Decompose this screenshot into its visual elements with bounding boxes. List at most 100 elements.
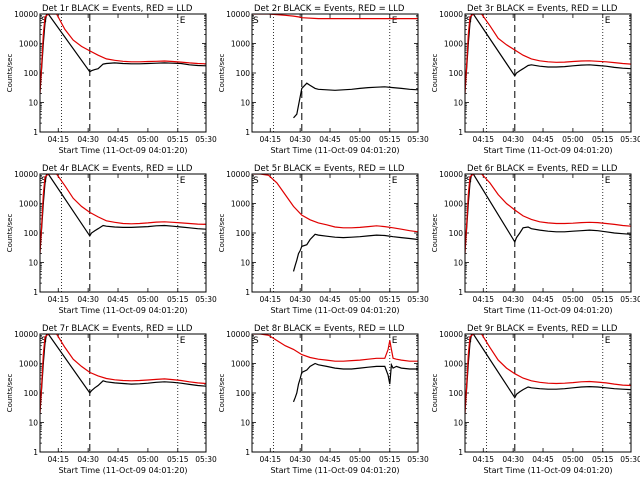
- x-tick-label: 04:30: [502, 135, 524, 144]
- x-tick-label: 04:15: [259, 455, 281, 464]
- y-tick-label: 1000: [444, 360, 463, 369]
- end-marker-label: E: [392, 336, 398, 346]
- y-tick-label: 1: [33, 128, 38, 137]
- x-tick-label: 04:15: [47, 295, 69, 304]
- plot-frame: [39, 173, 207, 293]
- x-tick-label: 05:15: [592, 135, 614, 144]
- x-tick-label: 05:00: [137, 135, 159, 144]
- panel-title: Det 1r BLACK = Events, RED = LLD: [42, 4, 193, 14]
- plot-frame: [39, 13, 207, 133]
- x-tick-label: 04:15: [472, 135, 494, 144]
- y-axis-label: Counts/sec: [6, 54, 14, 93]
- x-tick-label: 05:00: [562, 455, 584, 464]
- x-tick-label: 05:15: [167, 455, 189, 464]
- x-tick-label: 04:30: [502, 455, 524, 464]
- detector-panel-4: Det 4r BLACK = Events, RED = LLD Counts/s…: [6, 164, 217, 315]
- x-tick-label: 04:45: [319, 135, 341, 144]
- end-marker-label: E: [605, 336, 611, 346]
- y-tick-label: 1: [33, 448, 38, 457]
- series-line-events: [292, 233, 418, 272]
- y-tick-label: 10: [28, 99, 38, 108]
- y-tick-label: 1: [458, 288, 463, 297]
- x-tick-label: 05:00: [349, 295, 371, 304]
- y-tick-label: 100: [449, 389, 464, 398]
- x-tick-label: 04:45: [107, 295, 129, 304]
- x-tick-label: 05:30: [620, 455, 640, 464]
- end-marker-label: E: [392, 16, 398, 26]
- detector-panel-6: Det 6r BLACK = Events, RED = LLD Counts/s…: [431, 164, 640, 315]
- end-marker-label: E: [605, 176, 611, 186]
- x-tick-label: 05:15: [379, 295, 401, 304]
- y-axis-label: Counts/sec: [218, 374, 226, 413]
- y-axis-label: Counts/sec: [218, 54, 226, 93]
- detector-panel-3: Det 3r BLACK = Events, RED = LLD Counts/s…: [431, 4, 640, 155]
- start-marker-label: S: [466, 16, 472, 26]
- start-marker-label: S: [41, 16, 47, 26]
- panel-title: Det 7r BLACK = Events, RED = LLD: [42, 324, 193, 334]
- panel-title: Det 6r BLACK = Events, RED = LLD: [467, 164, 618, 174]
- x-axis-label: Start Time (11-Oct-09 04:01:20): [58, 466, 187, 475]
- panel-title: Det 2r BLACK = Events, RED = LLD: [254, 4, 405, 14]
- series-line-lld: [252, 14, 418, 20]
- x-tick-label: 04:30: [289, 455, 311, 464]
- y-tick-label: 10000: [14, 10, 38, 19]
- y-tick-label: 10000: [226, 170, 250, 179]
- plot-frame: [39, 333, 207, 453]
- x-tick-label: 04:45: [319, 295, 341, 304]
- y-tick-label: 1000: [19, 360, 38, 369]
- x-tick-label: 04:15: [472, 455, 494, 464]
- detector-panel-1: Det 1r BLACK = Events, RED = LLD Counts/s…: [6, 4, 217, 155]
- y-tick-label: 10: [240, 419, 250, 428]
- y-axis-label: Counts/sec: [6, 374, 14, 413]
- x-tick-label: 04:45: [532, 295, 554, 304]
- plot-frame: [464, 333, 632, 453]
- x-tick-label: 04:15: [259, 295, 281, 304]
- x-tick-label: 04:30: [77, 135, 99, 144]
- x-axis-label: Start Time (11-Oct-09 04:01:20): [58, 306, 187, 315]
- y-tick-label: 1: [245, 448, 250, 457]
- x-tick-label: 05:15: [379, 135, 401, 144]
- y-tick-label: 1000: [19, 200, 38, 209]
- x-tick-label: 05:30: [407, 295, 429, 304]
- y-tick-label: 100: [236, 69, 251, 78]
- y-tick-label: 1: [245, 128, 250, 137]
- series-line-lld: [252, 334, 418, 362]
- series-line-lld: [252, 174, 418, 233]
- y-tick-label: 10000: [14, 170, 38, 179]
- x-tick-label: 04:15: [259, 135, 281, 144]
- detector-panel-5: Det 5r BLACK = Events, RED = LLD Counts/s…: [218, 164, 429, 315]
- x-tick-label: 04:30: [502, 295, 524, 304]
- x-axis-label: Start Time (11-Oct-09 04:01:20): [270, 306, 399, 315]
- y-tick-label: 1000: [19, 40, 38, 49]
- x-tick-label: 05:00: [137, 455, 159, 464]
- end-marker-label: E: [180, 16, 186, 26]
- y-axis-label: Counts/sec: [6, 214, 14, 253]
- y-tick-label: 1000: [444, 200, 463, 209]
- x-tick-label: 05:15: [167, 135, 189, 144]
- y-tick-label: 10: [453, 419, 463, 428]
- x-tick-label: 05:00: [562, 295, 584, 304]
- x-axis-label: Start Time (11-Oct-09 04:01:20): [58, 146, 187, 155]
- y-tick-label: 10000: [439, 10, 463, 19]
- end-marker-label: E: [605, 16, 611, 26]
- x-tick-label: 05:00: [562, 135, 584, 144]
- x-tick-label: 04:45: [107, 135, 129, 144]
- detector-panel-7: Det 7r BLACK = Events, RED = LLD Counts/s…: [6, 324, 217, 475]
- x-tick-label: 04:45: [319, 455, 341, 464]
- detector-panel-8: Det 8r BLACK = Events, RED = LLD Counts/s…: [218, 324, 429, 475]
- y-tick-label: 10000: [226, 330, 250, 339]
- x-tick-label: 04:30: [289, 135, 311, 144]
- x-tick-label: 04:45: [532, 135, 554, 144]
- y-tick-label: 10: [28, 259, 38, 268]
- x-tick-label: 05:00: [349, 455, 371, 464]
- y-tick-label: 100: [449, 69, 464, 78]
- y-tick-label: 100: [24, 389, 39, 398]
- x-tick-label: 04:30: [289, 295, 311, 304]
- x-tick-label: 05:30: [195, 135, 217, 144]
- y-tick-label: 10: [453, 259, 463, 268]
- x-tick-label: 04:45: [107, 455, 129, 464]
- plot-frame: [251, 173, 419, 293]
- y-axis-label: Counts/sec: [431, 54, 439, 93]
- x-tick-label: 05:30: [407, 135, 429, 144]
